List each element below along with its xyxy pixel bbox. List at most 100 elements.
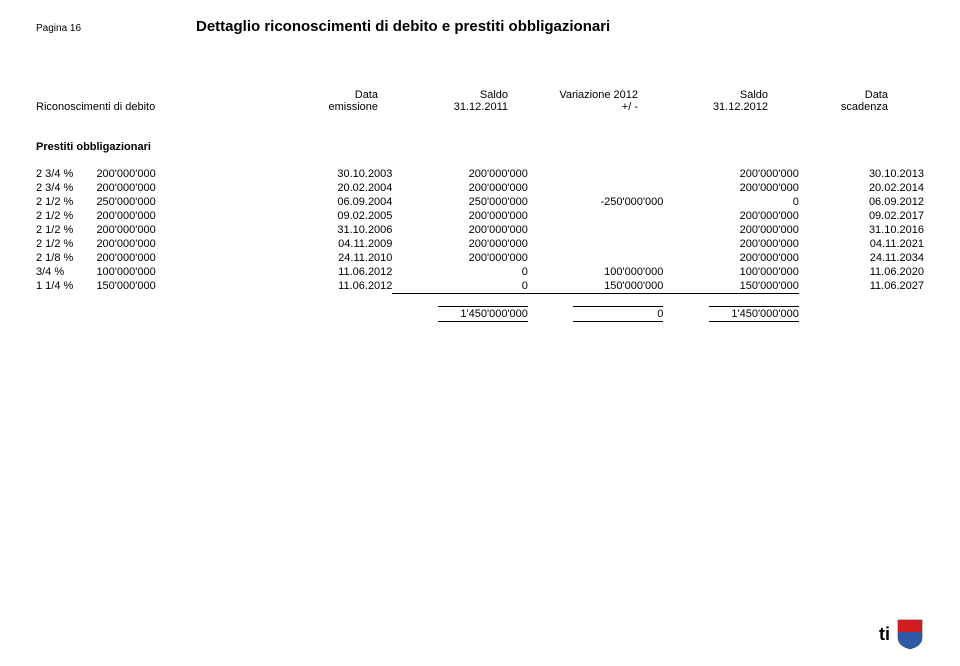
col-scadenza: Data scadenza (768, 89, 888, 113)
cell-rate: 2 1/2 % (36, 223, 96, 237)
cell-emissione: 24.11.2010 (278, 251, 393, 265)
cell-saldo-2012: 200'000'000 (663, 237, 798, 251)
cell-rate: 1 1/4 % (36, 279, 96, 294)
cell-saldo-2012: 200'000'000 (663, 223, 798, 237)
cell-rate: 2 1/2 % (36, 209, 96, 223)
cell-saldo-2011: 200'000'000 (392, 237, 527, 251)
left-header-label: Riconoscimenti di debito (36, 89, 268, 113)
table-row: 2 3/4 %200'000'00020.02.2004200'000'0002… (36, 181, 924, 195)
cell-variazione: 150'000'000 (528, 279, 663, 294)
col-emissione: Data emissione (268, 89, 378, 113)
cell-scadenza: 06.09.2012 (799, 195, 924, 209)
cell-scadenza: 24.11.2034 (799, 251, 924, 265)
col-var-l1: Variazione 2012 (508, 89, 638, 101)
cell-saldo-2011: 0 (392, 279, 527, 294)
table-row: 2 1/2 %200'000'00004.11.2009200'000'0002… (36, 237, 924, 251)
table-row: 2 1/2 %200'000'00009.02.2005200'000'0002… (36, 209, 924, 223)
col-scad-l2: scadenza (768, 101, 888, 113)
cell-amount: 100'000'000 (96, 265, 277, 279)
cell-variazione (528, 181, 663, 195)
cell-saldo-2011: 200'000'000 (392, 167, 527, 181)
table-row: 2 1/2 %200'000'00031.10.2006200'000'0002… (36, 223, 924, 237)
cell-saldo-2012: 200'000'000 (663, 167, 798, 181)
cell-emissione: 11.06.2012 (278, 279, 393, 294)
cell-scadenza: 11.06.2027 (799, 279, 924, 294)
cell-variazione (528, 223, 663, 237)
document-title: Dettaglio riconoscimenti di debito e pre… (196, 18, 610, 35)
cell-rate: 2 1/8 % (36, 251, 96, 265)
col-emissione-l1: Data (268, 89, 378, 101)
cell-saldo-2011: 200'000'000 (392, 181, 527, 195)
table-row: 1 1/4 %150'000'00011.06.20120150'000'000… (36, 279, 924, 294)
table-row: 2 1/8 %200'000'00024.11.2010200'000'0002… (36, 251, 924, 265)
footer-logo: ti (879, 618, 924, 650)
cell-rate: 2 3/4 % (36, 167, 96, 181)
table-row: 2 1/2 %250'000'00006.09.2004250'000'000-… (36, 195, 924, 209)
cell-amount: 200'000'000 (96, 223, 277, 237)
cell-scadenza: 09.02.2017 (799, 209, 924, 223)
col-saldo-2012: Saldo 31.12.2012 (638, 89, 768, 113)
cell-saldo-2012: 150'000'000 (663, 279, 798, 294)
col-saldo2-l1: Saldo (638, 89, 768, 101)
cell-emissione: 09.02.2005 (278, 209, 393, 223)
cell-scadenza: 04.11.2021 (799, 237, 924, 251)
cell-scadenza: 30.10.2013 (799, 167, 924, 181)
cell-emissione: 31.10.2006 (278, 223, 393, 237)
cell-amount: 250'000'000 (96, 195, 277, 209)
cell-saldo-2011: 250'000'000 (392, 195, 527, 209)
cell-saldo-2012: 100'000'000 (663, 265, 798, 279)
cell-saldo-2012: 200'000'000 (663, 251, 798, 265)
footer-brand-text: ti (879, 624, 890, 645)
cell-amount: 200'000'000 (96, 181, 277, 195)
cell-scadenza: 31.10.2016 (799, 223, 924, 237)
cell-saldo-2011: 200'000'000 (392, 223, 527, 237)
page-label: Pagina 16 (36, 23, 196, 34)
cell-emissione: 04.11.2009 (278, 237, 393, 251)
cell-variazione (528, 167, 663, 181)
cell-rate: 2 1/2 % (36, 195, 96, 209)
cell-emissione: 11.06.2012 (278, 265, 393, 279)
cell-rate: 3/4 % (36, 265, 96, 279)
cell-scadenza: 11.06.2020 (799, 265, 924, 279)
cell-emissione: 06.09.2004 (278, 195, 393, 209)
cell-amount: 150'000'000 (96, 279, 277, 294)
cell-saldo-2011: 200'000'000 (392, 209, 527, 223)
cell-amount: 200'000'000 (96, 237, 277, 251)
cell-saldo-2012: 200'000'000 (663, 209, 798, 223)
col-saldo2-l2: 31.12.2012 (638, 101, 768, 113)
cell-saldo-2012: 200'000'000 (663, 181, 798, 195)
cell-emissione: 20.02.2004 (278, 181, 393, 195)
section-title: Prestiti obbligazionari (36, 141, 924, 153)
cell-saldo-2011: 200'000'000 (392, 251, 527, 265)
total-saldo-2012: 1'450'000'000 (709, 306, 799, 322)
col-saldo-2011: Saldo 31.12.2011 (378, 89, 508, 113)
column-headers: Riconoscimenti di debito Data emissione … (36, 89, 924, 113)
cell-rate: 2 1/2 % (36, 237, 96, 251)
cell-variazione (528, 209, 663, 223)
cell-amount: 200'000'000 (96, 209, 277, 223)
totals-row: 1'450'000'000 0 1'450'000'000 (36, 294, 924, 324)
total-variazione: 0 (573, 306, 663, 322)
cell-amount: 200'000'000 (96, 167, 277, 181)
col-saldo1-l1: Saldo (378, 89, 508, 101)
shield-icon (896, 618, 924, 650)
prestiti-table: 2 3/4 %200'000'00030.10.2003200'000'0002… (36, 167, 924, 323)
col-scad-l1: Data (768, 89, 888, 101)
cell-variazione: 100'000'000 (528, 265, 663, 279)
total-saldo-2011: 1'450'000'000 (438, 306, 528, 322)
col-var-l2: +/ - (508, 101, 638, 113)
table-row: 2 3/4 %200'000'00030.10.2003200'000'0002… (36, 167, 924, 181)
cell-emissione: 30.10.2003 (278, 167, 393, 181)
col-emissione-l2: emissione (268, 101, 378, 113)
col-saldo1-l2: 31.12.2011 (378, 101, 508, 113)
cell-amount: 200'000'000 (96, 251, 277, 265)
cell-variazione: -250'000'000 (528, 195, 663, 209)
cell-saldo-2011: 0 (392, 265, 527, 279)
cell-variazione (528, 237, 663, 251)
cell-scadenza: 20.02.2014 (799, 181, 924, 195)
cell-saldo-2012: 0 (663, 195, 798, 209)
col-variazione: Variazione 2012 +/ - (508, 89, 638, 113)
cell-variazione (528, 251, 663, 265)
table-row: 3/4 %100'000'00011.06.20120100'000'00010… (36, 265, 924, 279)
cell-rate: 2 3/4 % (36, 181, 96, 195)
